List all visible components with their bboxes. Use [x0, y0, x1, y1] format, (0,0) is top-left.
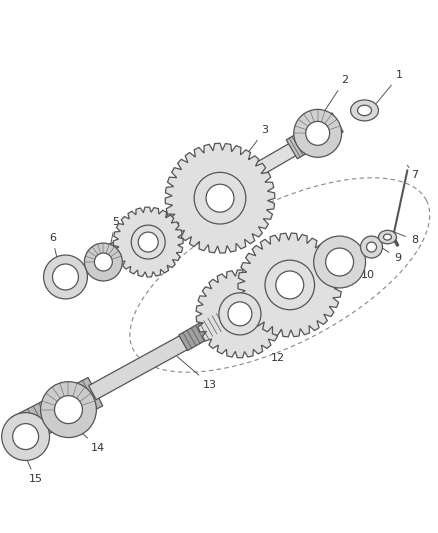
Polygon shape	[162, 142, 298, 229]
Circle shape	[228, 302, 252, 326]
Circle shape	[131, 225, 165, 259]
Circle shape	[54, 395, 82, 424]
Text: 4: 4	[166, 190, 184, 225]
Circle shape	[276, 271, 304, 299]
Circle shape	[13, 424, 39, 449]
Polygon shape	[165, 143, 275, 253]
Text: 6: 6	[49, 233, 58, 262]
Circle shape	[85, 243, 122, 281]
Circle shape	[219, 293, 261, 335]
Text: 9: 9	[376, 244, 401, 263]
Polygon shape	[113, 207, 183, 277]
Text: 14: 14	[74, 426, 106, 453]
Text: 2: 2	[321, 76, 348, 116]
Circle shape	[265, 260, 314, 310]
Text: 8: 8	[392, 231, 418, 245]
Circle shape	[53, 264, 78, 290]
Text: 1: 1	[376, 70, 403, 103]
Text: 5: 5	[109, 217, 119, 252]
Circle shape	[41, 382, 96, 438]
Circle shape	[138, 232, 158, 252]
Text: 12: 12	[250, 332, 285, 363]
Text: 13: 13	[177, 357, 217, 390]
Circle shape	[194, 172, 246, 224]
Text: 3: 3	[242, 125, 268, 161]
Circle shape	[360, 236, 382, 258]
Ellipse shape	[384, 234, 392, 240]
Text: 15: 15	[24, 452, 42, 484]
Ellipse shape	[350, 100, 378, 121]
Text: 10: 10	[347, 263, 374, 280]
Circle shape	[367, 242, 377, 252]
Circle shape	[314, 236, 366, 288]
Circle shape	[294, 109, 342, 157]
Text: 11: 11	[297, 300, 327, 323]
Polygon shape	[219, 276, 298, 326]
Circle shape	[206, 184, 234, 212]
Circle shape	[326, 248, 353, 276]
Circle shape	[43, 255, 88, 299]
Polygon shape	[88, 335, 189, 400]
Polygon shape	[97, 214, 173, 263]
Ellipse shape	[378, 230, 396, 244]
Polygon shape	[179, 311, 230, 351]
Ellipse shape	[357, 105, 371, 116]
Circle shape	[2, 413, 49, 461]
Text: 7: 7	[407, 165, 418, 180]
Polygon shape	[11, 377, 103, 446]
Circle shape	[306, 122, 330, 146]
Polygon shape	[196, 270, 284, 358]
Circle shape	[95, 253, 112, 271]
Polygon shape	[238, 233, 342, 337]
Polygon shape	[286, 113, 343, 159]
